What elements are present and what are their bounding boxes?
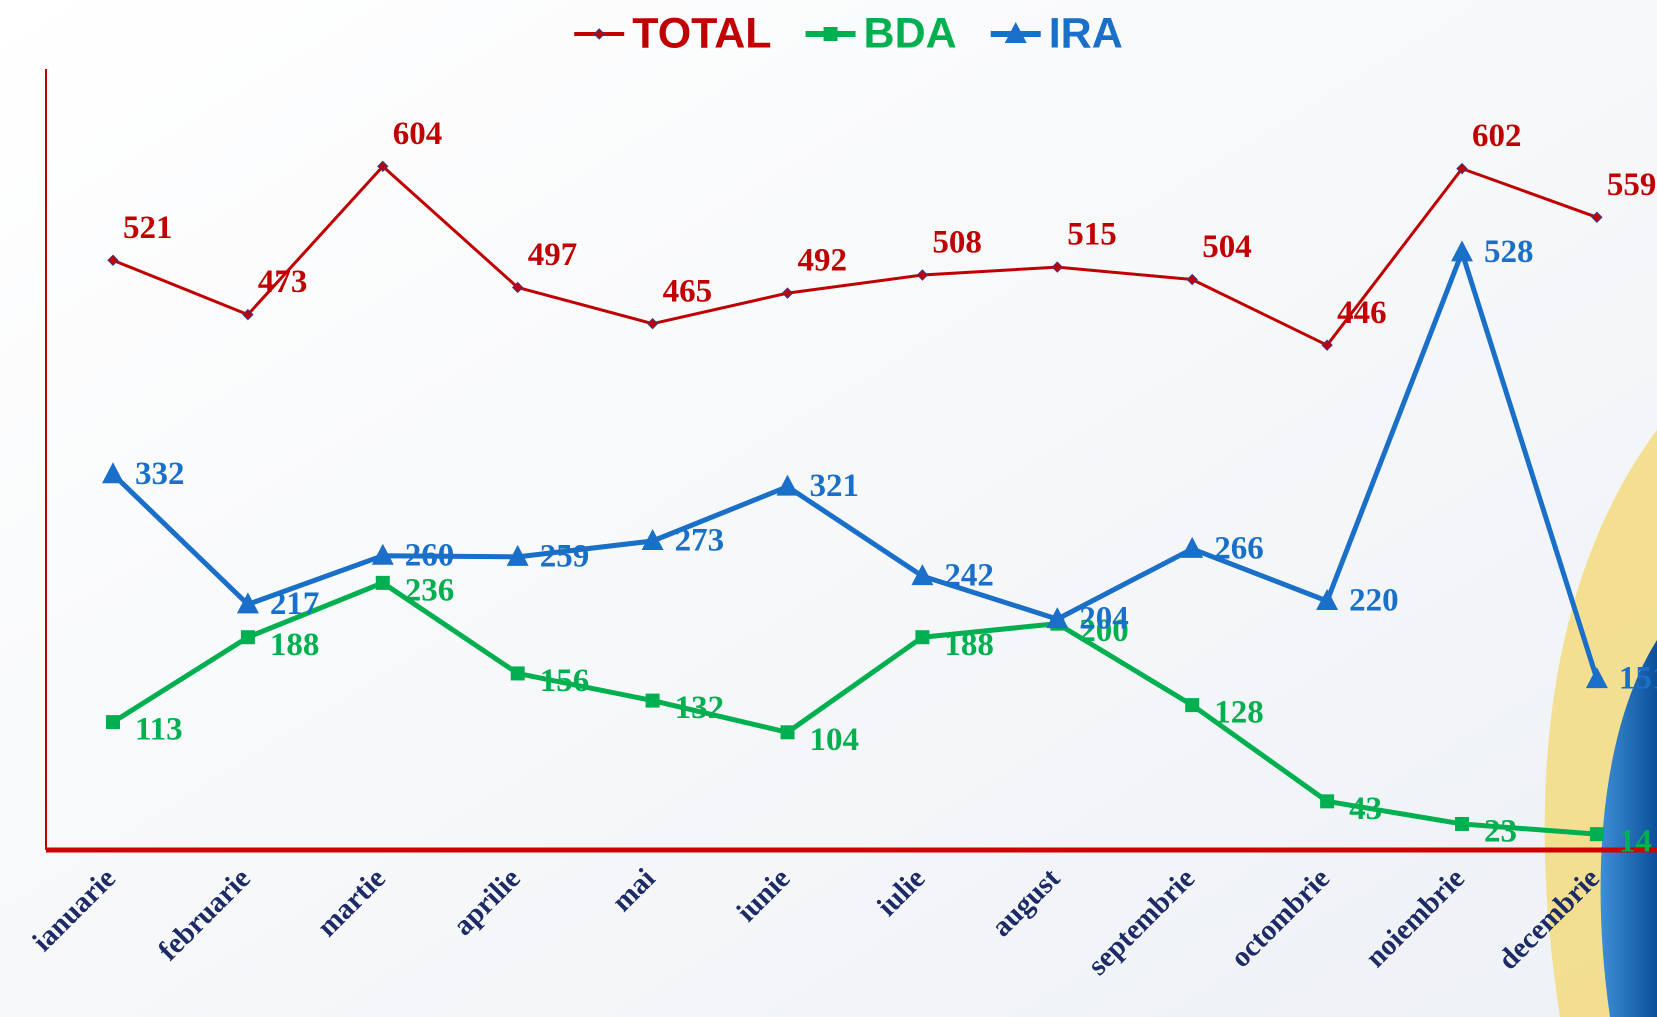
data-label: 465 [663,273,713,309]
data-label: 43 [1349,791,1382,827]
data-label: 188 [270,627,320,663]
data-label: 23 [1484,814,1517,850]
data-point [106,715,120,729]
data-label: 151 [1619,661,1657,697]
data-label: 259 [540,538,590,574]
data-label: 242 [944,558,994,594]
data-label: 497 [528,237,578,273]
background [0,0,1657,1017]
data-point [1185,698,1199,712]
data-point [915,630,929,644]
data-point [376,576,390,590]
data-label: 273 [675,523,725,559]
data-label: 128 [1214,695,1264,731]
data-label: 113 [135,712,183,748]
data-label: 266 [1214,530,1264,566]
data-label: 156 [540,663,590,699]
data-label: 188 [944,627,994,663]
legend-label: IRA [1049,9,1123,57]
data-label: 604 [393,116,443,152]
data-point [781,725,795,739]
data-label: 521 [123,210,173,246]
data-label: 446 [1337,295,1387,331]
data-point [241,630,255,644]
data-label: 559 [1607,167,1657,203]
data-label: 602 [1472,118,1522,154]
data-label: 220 [1349,583,1399,619]
data-label: 492 [798,243,848,279]
data-point [646,694,660,708]
data-label: 321 [810,468,860,504]
legend-label: BDA [864,9,957,57]
chart: TOTALBDAIRA ianuariefebruariemartieapril… [0,0,1657,1017]
data-label: 14 [1619,824,1652,860]
data-point [1455,817,1469,831]
data-point [511,666,525,680]
data-label: 217 [270,586,320,622]
data-label: 204 [1079,601,1129,637]
data-label: 332 [135,456,185,492]
data-label: 260 [405,537,455,573]
data-label: 104 [810,722,860,758]
data-label: 132 [675,690,725,726]
legend-marker [824,27,838,41]
data-point [1320,794,1334,808]
data-label: 515 [1067,217,1117,253]
data-label: 504 [1202,229,1252,265]
data-label: 236 [405,572,455,608]
data-label: 528 [1484,234,1534,270]
data-label: 508 [932,225,982,261]
data-point [1590,827,1604,841]
data-label: 473 [258,264,308,300]
legend-label: TOTAL [632,9,771,57]
